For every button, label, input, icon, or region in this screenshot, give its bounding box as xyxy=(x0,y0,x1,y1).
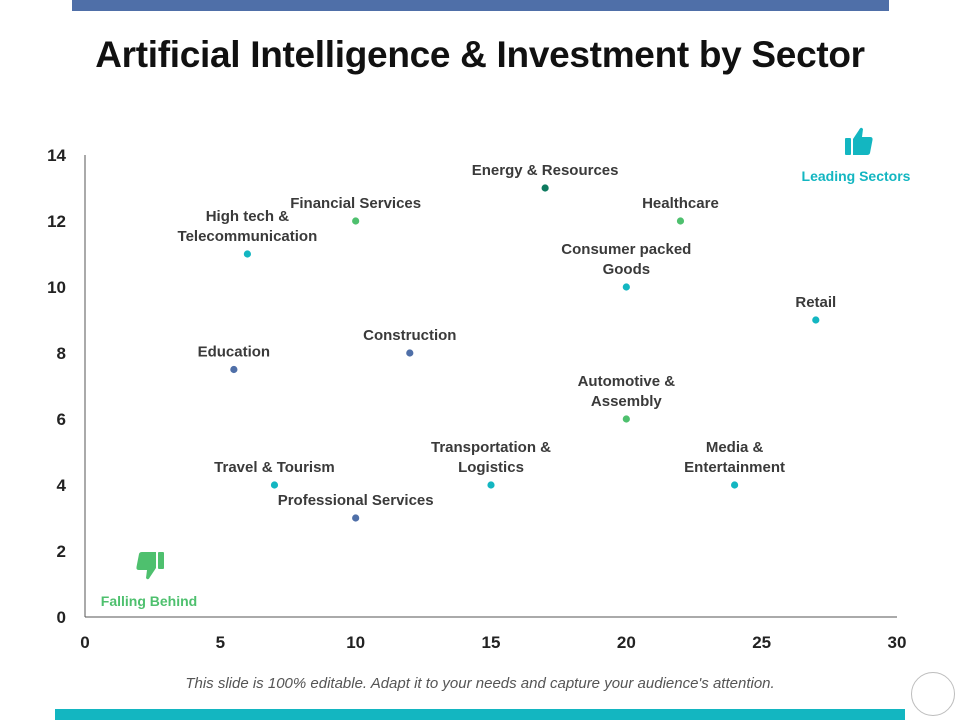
data-point xyxy=(487,481,495,489)
data-point xyxy=(352,217,360,225)
corner-circle-button[interactable] xyxy=(911,672,955,716)
bottom-accent-bar xyxy=(55,709,905,720)
footer-note: This slide is 100% editable. Adapt it to… xyxy=(185,675,775,692)
data-point-label: Assembly xyxy=(591,393,663,410)
y-tick-label: 4 xyxy=(57,476,67,495)
x-tick-label: 25 xyxy=(752,633,771,652)
data-point xyxy=(270,481,279,489)
data-point-label: Healthcare xyxy=(642,195,719,212)
y-tick-label: 6 xyxy=(57,410,66,429)
thumbs-up-icon xyxy=(845,127,873,155)
x-tick-label: 0 xyxy=(80,633,89,652)
data-point xyxy=(731,481,739,489)
data-point-label: Financial Services xyxy=(290,195,421,212)
data-point-label: Energy & Resources xyxy=(472,162,619,179)
data-point xyxy=(676,217,685,225)
data-point-label: Media & xyxy=(706,439,764,456)
y-tick-label: 10 xyxy=(47,278,66,297)
thumbs-down-icon xyxy=(136,552,164,580)
y-tick-label: 2 xyxy=(57,542,66,561)
leading-sectors-label: Leading Sectors xyxy=(802,168,911,184)
data-point-label: Entertainment xyxy=(684,459,785,476)
data-point-label: Consumer packed xyxy=(561,241,691,258)
data-point-label: Transportation & xyxy=(431,439,551,456)
data-point-label: Goods xyxy=(603,261,651,278)
data-point xyxy=(622,415,630,423)
data-point xyxy=(812,316,820,324)
data-point xyxy=(230,365,238,374)
x-tick-label: 30 xyxy=(888,633,907,652)
top-accent-bar xyxy=(72,0,889,11)
data-point-label: Automotive & xyxy=(578,373,676,390)
data-point-label: Construction xyxy=(363,327,456,344)
page-title: Artificial Intelligence & Investment by … xyxy=(95,34,865,75)
data-point xyxy=(352,514,360,522)
x-tick-label: 20 xyxy=(617,633,636,652)
data-point-label: Education xyxy=(198,344,271,361)
data-point xyxy=(622,283,630,291)
y-tick-label: 12 xyxy=(47,212,66,231)
data-point-label: Travel & Tourism xyxy=(214,459,335,476)
falling-behind-label: Falling Behind xyxy=(101,593,197,609)
x-tick-label: 15 xyxy=(482,633,501,652)
y-tick-label: 14 xyxy=(47,146,66,165)
data-point-label: Retail xyxy=(795,294,836,311)
data-point-label: High tech & xyxy=(206,208,290,225)
data-point-label: Professional Services xyxy=(278,492,434,509)
data-point xyxy=(243,250,251,258)
y-tick-label: 0 xyxy=(57,608,66,627)
y-tick-label: 8 xyxy=(57,344,66,363)
data-point xyxy=(541,184,549,192)
x-tick-label: 10 xyxy=(346,633,365,652)
data-point-label: Logistics xyxy=(458,459,524,476)
data-point-label: Telecommunication xyxy=(178,228,318,245)
data-point xyxy=(406,349,414,357)
x-tick-label: 5 xyxy=(216,633,225,652)
